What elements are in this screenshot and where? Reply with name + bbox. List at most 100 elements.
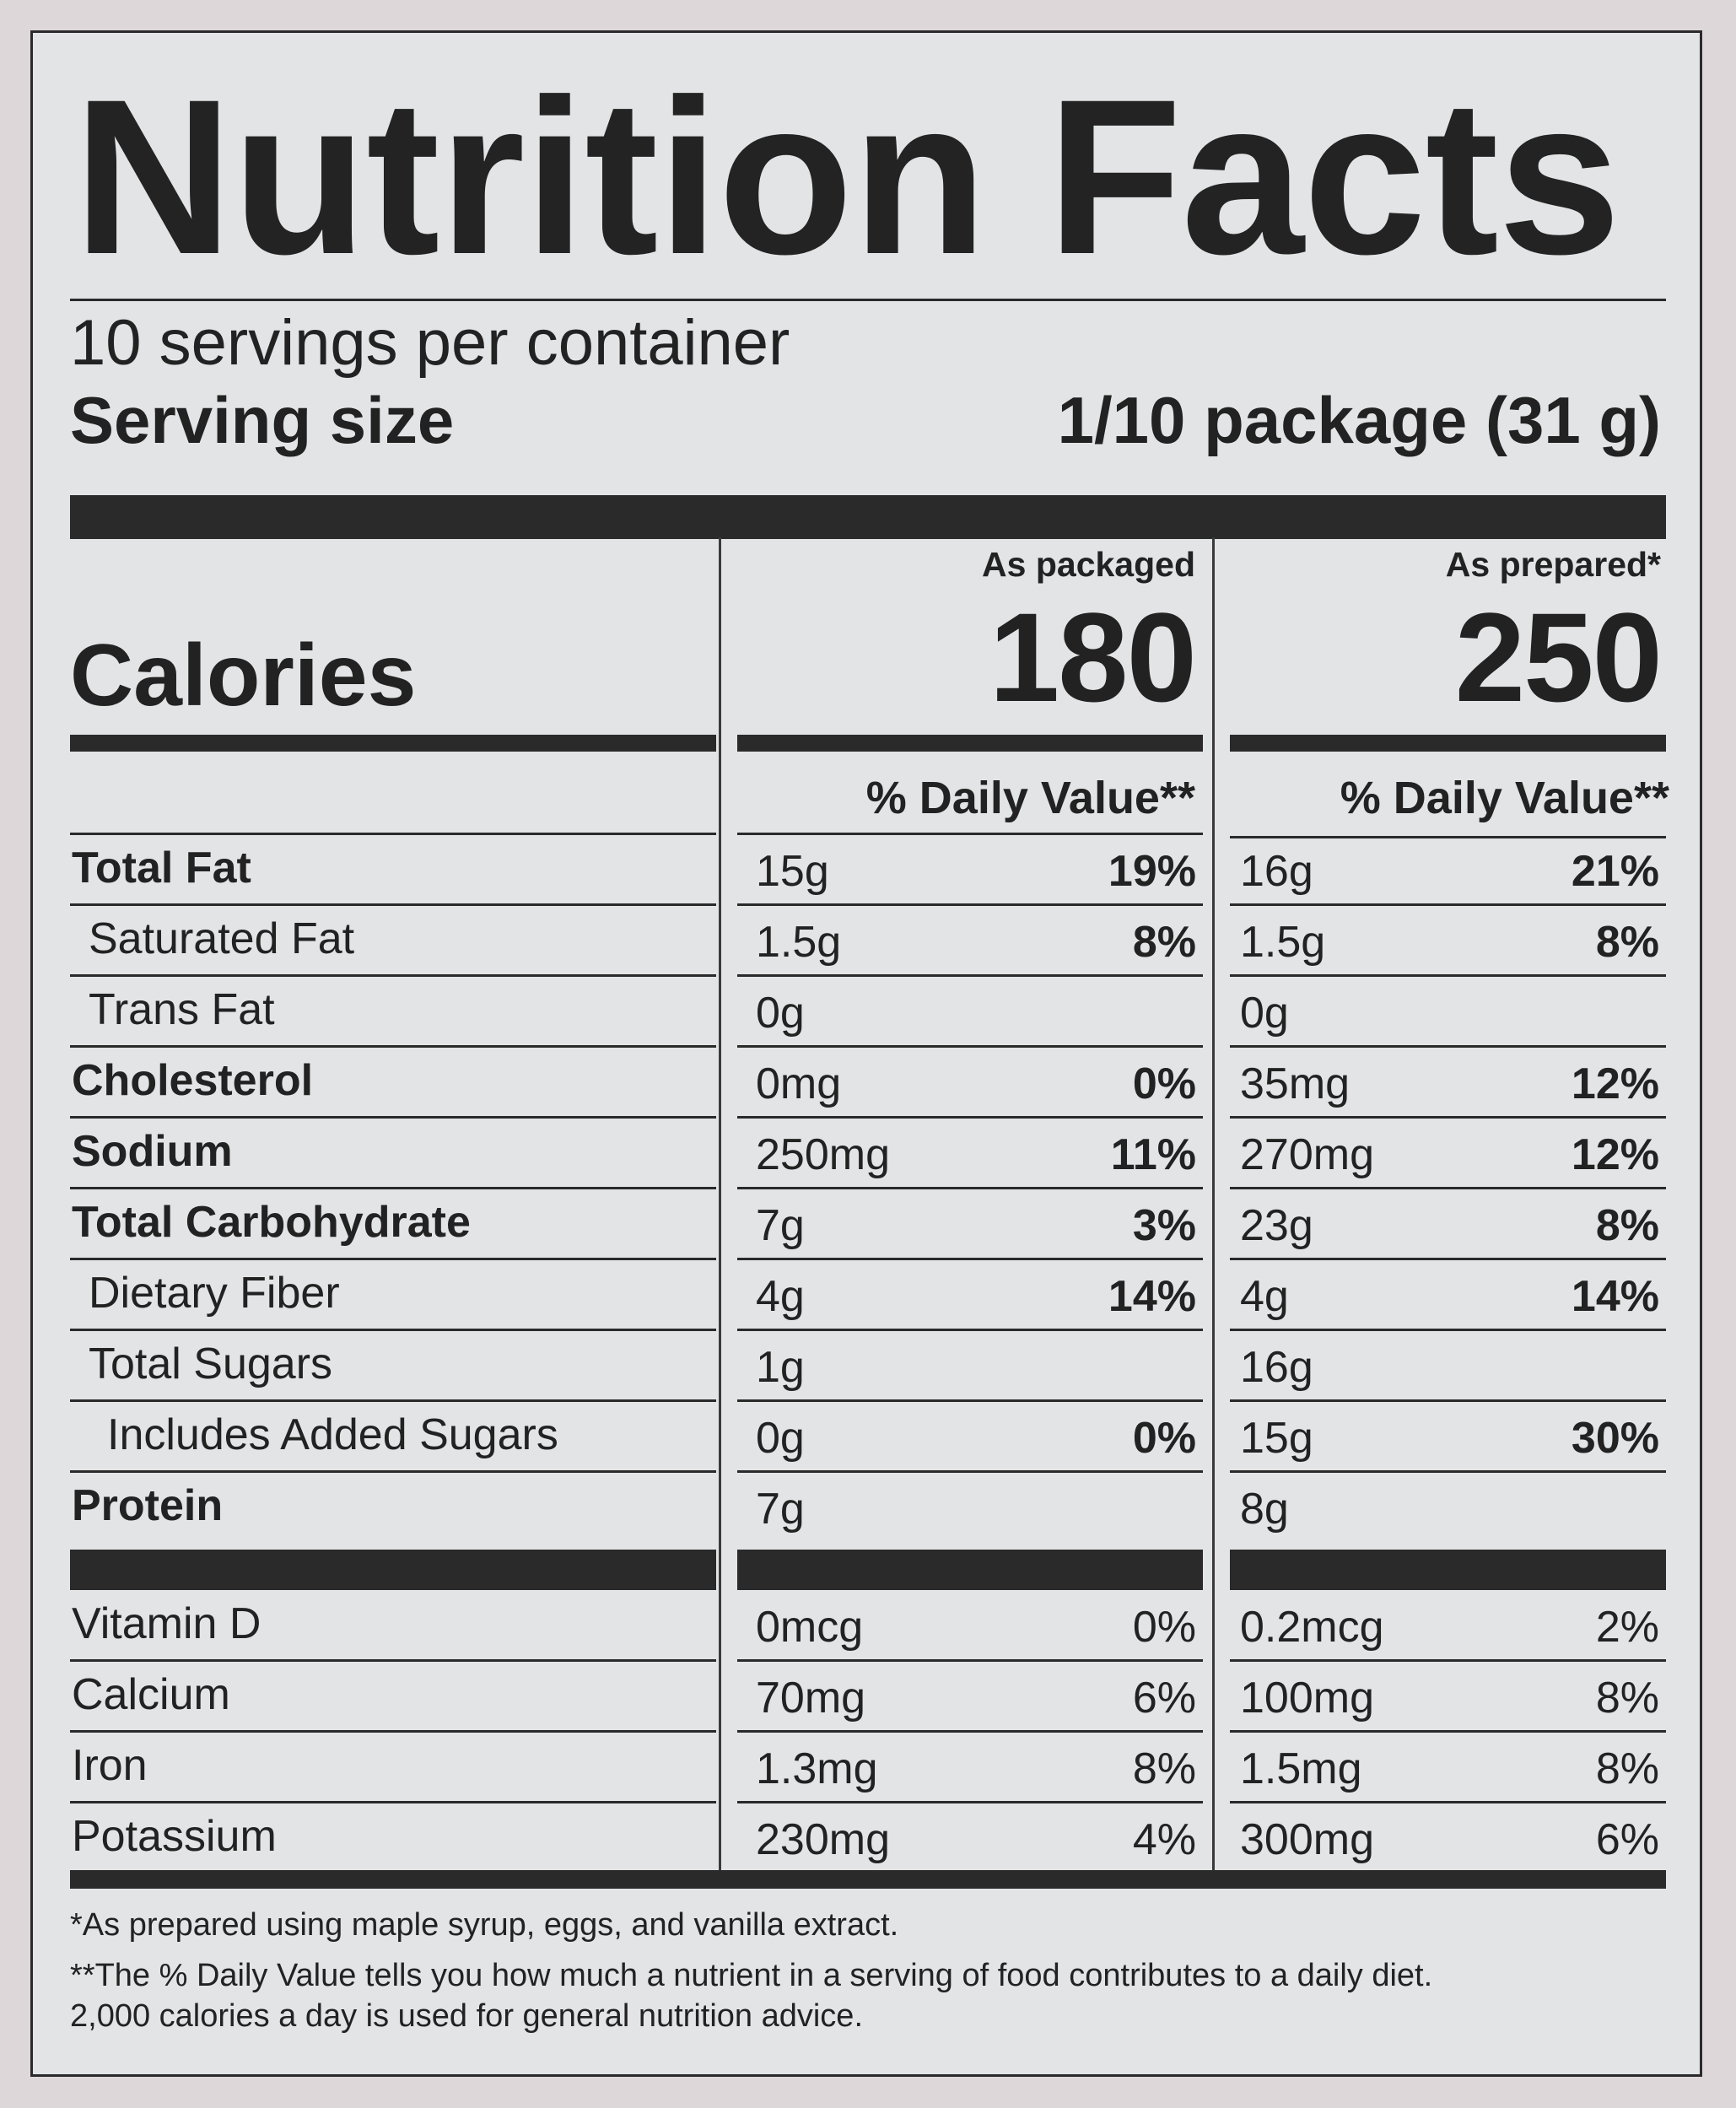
prepared-amount: 0.2mcg bbox=[1240, 1603, 1384, 1652]
packaged-amount: 1.3mg bbox=[756, 1744, 878, 1793]
row-label: Dietary Fiber bbox=[89, 1269, 340, 1318]
title-divider bbox=[70, 299, 1666, 301]
row-divider bbox=[737, 974, 1203, 977]
packaged-daily-value: 14% bbox=[1108, 1272, 1196, 1321]
row-divider bbox=[1230, 903, 1666, 906]
packaged-daily-value: 3% bbox=[1132, 1201, 1196, 1250]
vitamin-bar-label bbox=[70, 1550, 716, 1590]
row-label: Total Carbohydrate bbox=[72, 1198, 471, 1247]
prepared-amount: 4g bbox=[1240, 1272, 1289, 1321]
row-divider bbox=[1230, 1258, 1666, 1260]
vitamin-bar-prepared bbox=[1230, 1550, 1666, 1590]
prepared-amount: 35mg bbox=[1240, 1059, 1351, 1108]
row-divider bbox=[737, 1045, 1203, 1048]
row-divider bbox=[70, 1045, 716, 1048]
calories-packaged: 180 bbox=[989, 586, 1197, 728]
packaged-amount: 7g bbox=[756, 1485, 805, 1534]
prepared-daily-value: 12% bbox=[1571, 1059, 1659, 1108]
packaged-daily-value: 0% bbox=[1132, 1603, 1196, 1652]
prepared-amount: 1.5g bbox=[1240, 918, 1326, 967]
prepared-amount: 8g bbox=[1240, 1485, 1289, 1534]
row-divider bbox=[70, 1116, 716, 1119]
row-divider bbox=[737, 833, 1203, 835]
prepared-amount: 16g bbox=[1240, 847, 1313, 896]
row-label: Includes Added Sugars bbox=[107, 1410, 558, 1459]
packaged-daily-value: 4% bbox=[1132, 1815, 1196, 1864]
calories-bar-col1 bbox=[737, 735, 1203, 752]
serving-size-value: 1/10 package (31 g) bbox=[1057, 383, 1661, 457]
prepared-daily-value: 30% bbox=[1571, 1414, 1659, 1463]
packaged-daily-value: 0% bbox=[1132, 1059, 1196, 1108]
column-heading-packaged: As packaged bbox=[982, 545, 1195, 584]
row-divider bbox=[737, 1801, 1203, 1803]
packaged-amount: 15g bbox=[756, 847, 829, 896]
packaged-amount: 70mg bbox=[756, 1674, 866, 1723]
row-label: Iron bbox=[72, 1741, 148, 1790]
row-divider bbox=[70, 1730, 716, 1733]
footnote-calories: 2,000 calories a day is used for general… bbox=[70, 1998, 863, 2034]
row-divider bbox=[1230, 1187, 1666, 1189]
column-divider-1 bbox=[719, 537, 721, 1870]
packaged-amount: 0g bbox=[756, 989, 805, 1038]
row-divider bbox=[737, 1730, 1203, 1733]
row-divider bbox=[1230, 1045, 1666, 1048]
daily-value-heading-packaged: % Daily Value** bbox=[865, 773, 1195, 823]
row-label: Protein bbox=[72, 1481, 224, 1530]
daily-value-heading-prepared: % Daily Value** bbox=[1340, 773, 1669, 823]
prepared-amount: 0g bbox=[1240, 989, 1289, 1038]
prepared-daily-value: 8% bbox=[1595, 918, 1659, 967]
packaged-amount: 230mg bbox=[756, 1815, 890, 1864]
column-heading-prepared: As prepared* bbox=[1445, 545, 1661, 584]
row-divider bbox=[1230, 1470, 1666, 1473]
row-divider bbox=[1230, 1801, 1666, 1803]
row-divider bbox=[70, 974, 716, 977]
thick-divider-bottom bbox=[70, 1870, 1666, 1889]
row-divider bbox=[1230, 1730, 1666, 1733]
packaged-amount: 4g bbox=[756, 1272, 805, 1321]
row-divider bbox=[737, 1329, 1203, 1331]
prepared-amount: 16g bbox=[1240, 1343, 1313, 1392]
packaged-amount: 250mg bbox=[756, 1130, 890, 1179]
row-divider bbox=[70, 833, 716, 835]
calories-label: Calories bbox=[70, 627, 417, 725]
prepared-amount: 100mg bbox=[1240, 1674, 1374, 1723]
calories-bar-label bbox=[70, 735, 716, 752]
row-divider bbox=[70, 1801, 716, 1803]
row-divider bbox=[737, 1187, 1203, 1189]
packaged-amount: 0mcg bbox=[756, 1603, 864, 1652]
prepared-daily-value: 8% bbox=[1595, 1201, 1659, 1250]
servings-per-container: 10 servings per container bbox=[70, 307, 790, 379]
footnote-prepared: *As prepared using maple syrup, eggs, an… bbox=[70, 1907, 899, 1943]
nutrition-facts-label: Nutrition Facts 10 servings per containe… bbox=[30, 30, 1702, 2077]
prepared-daily-value: 21% bbox=[1571, 847, 1659, 896]
label-title: Nutrition Facts bbox=[73, 53, 1621, 300]
row-label: Trans Fat bbox=[89, 985, 275, 1034]
row-label: Total Sugars bbox=[89, 1340, 333, 1388]
row-divider bbox=[1230, 1329, 1666, 1331]
row-divider bbox=[70, 1470, 716, 1473]
row-divider bbox=[70, 1187, 716, 1189]
row-divider bbox=[70, 1659, 716, 1662]
row-divider bbox=[737, 1258, 1203, 1260]
row-divider bbox=[1230, 974, 1666, 977]
prepared-daily-value: 14% bbox=[1571, 1272, 1659, 1321]
packaged-daily-value: 11% bbox=[1110, 1130, 1196, 1179]
thick-divider-top bbox=[70, 495, 1666, 539]
packaged-daily-value: 8% bbox=[1132, 1744, 1196, 1793]
packaged-amount: 1g bbox=[756, 1343, 805, 1392]
prepared-amount: 270mg bbox=[1240, 1130, 1374, 1179]
row-divider bbox=[737, 1470, 1203, 1473]
prepared-amount: 300mg bbox=[1240, 1815, 1374, 1864]
packaged-daily-value: 19% bbox=[1108, 847, 1196, 896]
row-label: Saturated Fat bbox=[89, 914, 355, 963]
row-label: Vitamin D bbox=[72, 1599, 261, 1648]
row-divider bbox=[737, 1116, 1203, 1119]
prepared-daily-value: 8% bbox=[1595, 1674, 1659, 1723]
row-label: Calcium bbox=[72, 1670, 230, 1719]
row-divider bbox=[1230, 836, 1666, 838]
row-label: Cholesterol bbox=[72, 1056, 314, 1105]
row-divider bbox=[1230, 1399, 1666, 1402]
prepared-amount: 15g bbox=[1240, 1414, 1313, 1463]
row-label: Sodium bbox=[72, 1127, 233, 1176]
packaged-amount: 1.5g bbox=[756, 918, 842, 967]
